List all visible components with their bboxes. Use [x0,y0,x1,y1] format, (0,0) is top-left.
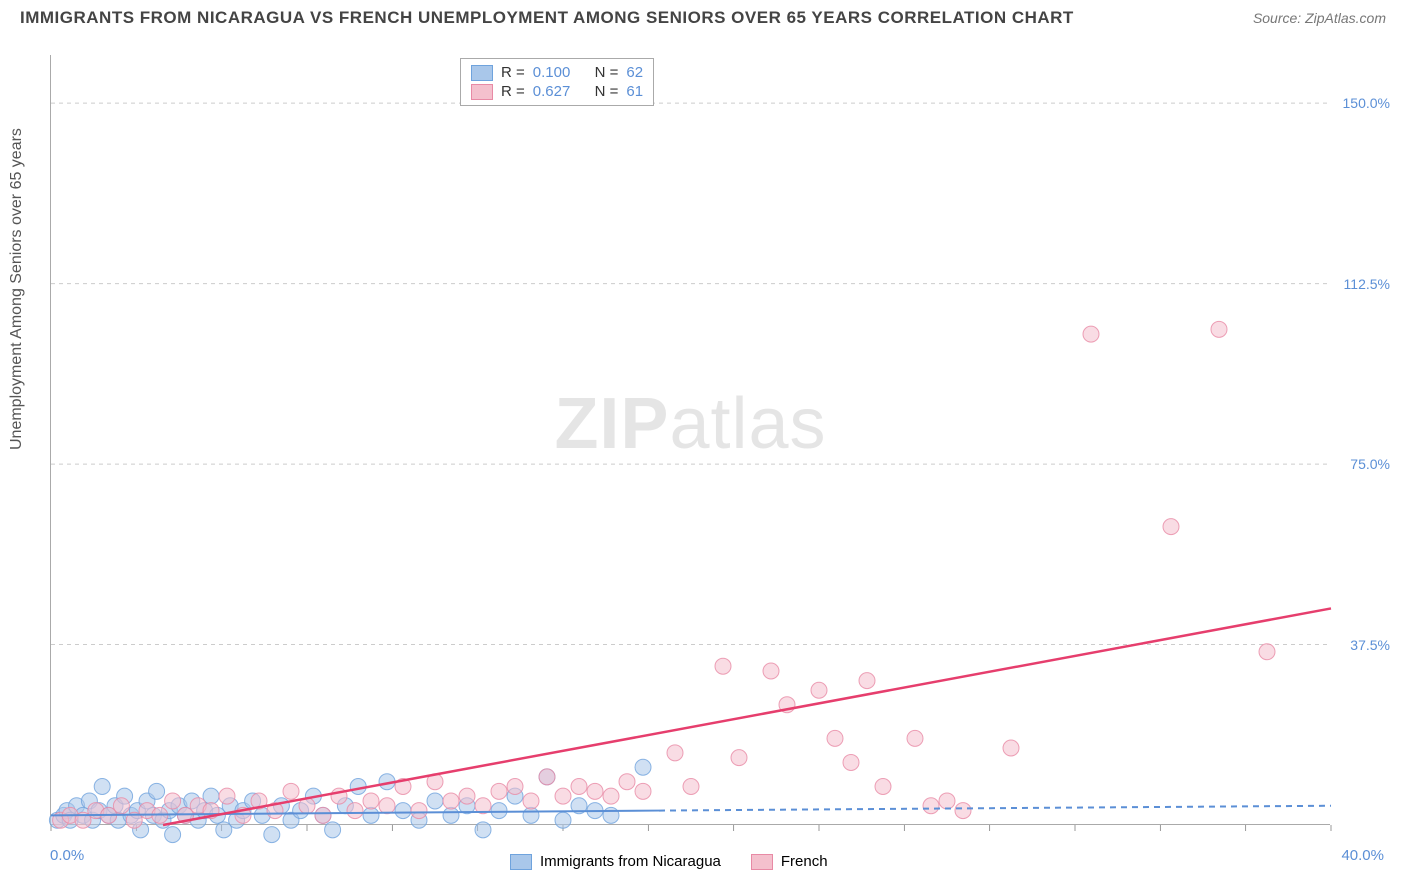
series-legend-label: French [781,853,828,870]
y-tick-label: 75.0% [1350,456,1390,472]
x-axis-origin-label: 0.0% [50,847,84,864]
series-legend-item: French [751,853,828,870]
plot-area: ZIPatlas 37.5%75.0%112.5%150.0% [50,55,1330,825]
y-tick-label: 37.5% [1350,637,1390,653]
stats-legend-row: R =0.627 N = 61 [471,82,643,101]
legend-swatch [471,65,493,81]
legend-swatch [471,84,493,100]
x-axis-max-label: 40.0% [1341,847,1384,864]
legend-swatch [510,854,532,870]
y-tick-label: 112.5% [1344,276,1390,292]
stats-legend-row: R =0.100 N = 62 [471,63,643,82]
chart-container: IMMIGRANTS FROM NICARAGUA VS FRENCH UNEM… [0,0,1406,892]
chart-title: IMMIGRANTS FROM NICARAGUA VS FRENCH UNEM… [20,8,1074,28]
legend-swatch [751,854,773,870]
stats-legend: R =0.100 N = 62R =0.627 N = 61 [460,58,654,106]
scatter-svg [51,55,1330,824]
series-legend-label: Immigrants from Nicaragua [540,853,721,870]
y-axis-label: Unemployment Among Seniors over 65 years [8,128,26,450]
series-legend-item: Immigrants from Nicaragua [510,853,721,870]
source-attribution: Source: ZipAtlas.com [1253,10,1386,26]
y-tick-label: 150.0% [1343,95,1390,111]
series-legend: Immigrants from Nicaragua French [510,853,828,870]
